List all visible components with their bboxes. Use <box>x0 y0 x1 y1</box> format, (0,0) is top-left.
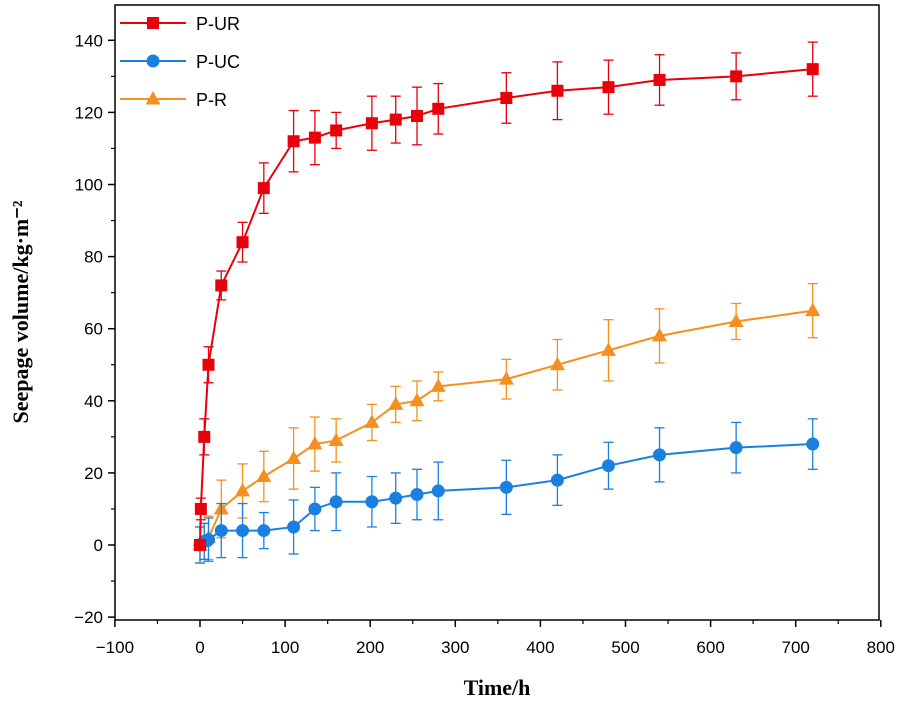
x-tick-label: 300 <box>441 638 469 657</box>
x-tick-label: 200 <box>356 638 384 657</box>
data-point <box>600 342 616 356</box>
x-axis-title: Time/h <box>464 675 531 700</box>
series-p-ur <box>194 41 819 551</box>
x-tick-label: 800 <box>867 638 895 657</box>
data-point <box>431 484 445 498</box>
data-point <box>653 73 666 86</box>
data-point <box>214 524 228 538</box>
data-point <box>236 524 250 538</box>
y-tick-label: 20 <box>84 464 103 483</box>
data-point <box>198 430 211 443</box>
data-point <box>549 356 565 371</box>
legend-label: P-R <box>196 90 227 110</box>
x-tick-label: 100 <box>271 638 299 657</box>
data-point <box>499 480 513 494</box>
y-tick-label: 80 <box>84 248 103 267</box>
data-point <box>410 488 424 502</box>
data-point <box>411 110 424 123</box>
data-point <box>498 371 514 385</box>
data-point <box>194 539 206 551</box>
data-point <box>308 502 322 516</box>
data-point <box>364 414 380 428</box>
data-point <box>430 378 446 392</box>
data-point <box>235 482 251 497</box>
data-point <box>653 448 667 462</box>
data-point <box>286 450 302 464</box>
data-point <box>389 491 403 505</box>
y-tick-label: −20 <box>74 608 103 627</box>
data-point <box>388 396 404 410</box>
data-point <box>257 182 270 195</box>
data-point <box>329 495 343 509</box>
data-point <box>551 84 564 97</box>
legend-label: P-UC <box>196 52 240 72</box>
y-tick-label: 140 <box>75 31 103 50</box>
data-point <box>602 81 615 94</box>
data-point <box>728 313 744 327</box>
series-p-r <box>192 282 821 564</box>
data-point <box>806 437 820 451</box>
data-point <box>365 117 378 130</box>
data-point <box>308 131 321 144</box>
y-tick-label: 100 <box>75 176 103 195</box>
data-point <box>287 520 301 534</box>
data-point <box>652 327 668 342</box>
data-point <box>409 392 425 407</box>
y-axis-title: Seepage volume/kg·m⁻² <box>8 200 33 423</box>
y-tick-label: 60 <box>84 320 103 339</box>
data-point <box>601 459 615 473</box>
data-point <box>730 70 743 83</box>
data-point <box>500 91 513 104</box>
legend-label: P-UR <box>196 14 240 34</box>
x-tick-label: 600 <box>696 638 724 657</box>
data-point <box>236 236 249 249</box>
data-point <box>307 436 323 450</box>
data-point <box>328 432 344 446</box>
x-tick-label: 700 <box>782 638 810 657</box>
data-point <box>287 135 300 148</box>
x-tick-label: −100 <box>96 638 134 657</box>
data-point <box>389 113 402 126</box>
data-point <box>215 279 228 292</box>
data-point <box>729 441 743 455</box>
data-point <box>330 124 343 137</box>
data-point <box>194 502 207 515</box>
data-point <box>550 473 564 487</box>
legend-marker <box>147 17 159 29</box>
plot-frame <box>114 4 880 621</box>
legend-marker <box>146 54 160 68</box>
series-line <box>199 68 813 546</box>
data-point <box>365 495 379 509</box>
y-tick-label: 40 <box>84 392 103 411</box>
series-p-uc <box>193 418 820 564</box>
data-point <box>202 358 215 371</box>
x-tick-label: 400 <box>526 638 554 657</box>
data-point <box>432 102 445 115</box>
x-tick-label: 0 <box>195 638 204 657</box>
x-tick-label: 500 <box>611 638 639 657</box>
data-point <box>257 524 271 538</box>
legend: P-UR P-UC P-R <box>120 14 240 110</box>
y-tick-label: 120 <box>75 103 103 122</box>
legend-marker <box>145 91 161 105</box>
y-tick-label: 0 <box>94 536 103 555</box>
data-point <box>805 302 821 317</box>
data-point <box>806 63 819 76</box>
data-point <box>256 468 272 483</box>
